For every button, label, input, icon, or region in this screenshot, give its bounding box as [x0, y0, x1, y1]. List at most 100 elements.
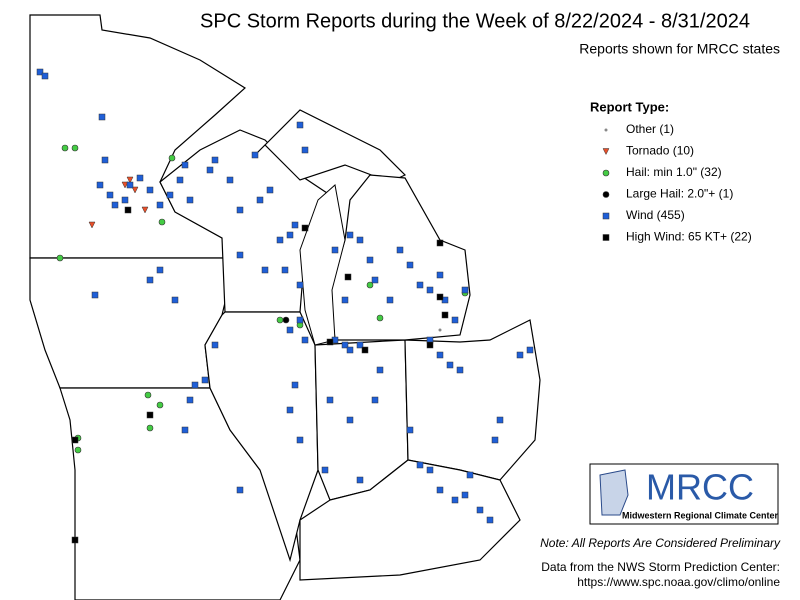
marker-circle — [602, 191, 610, 198]
marker-square — [101, 156, 109, 164]
marker-square — [441, 311, 449, 319]
marker-square — [206, 166, 214, 174]
marker-circle — [168, 154, 176, 162]
marker-square — [346, 416, 354, 424]
marker-circle — [282, 316, 290, 324]
marker-square — [356, 476, 364, 484]
marker-square — [211, 341, 219, 349]
marker-square — [461, 286, 469, 294]
marker-square — [346, 346, 354, 354]
marker-square — [301, 146, 309, 154]
marker-square — [291, 221, 299, 229]
marker-triangle — [121, 181, 129, 189]
marker-square — [176, 176, 184, 184]
marker-circle — [158, 218, 166, 226]
marker-square — [236, 206, 244, 214]
marker-square — [124, 206, 132, 214]
marker-square — [346, 231, 354, 239]
marker-square — [98, 113, 106, 121]
marker-square — [211, 156, 219, 164]
marker-square — [191, 381, 199, 389]
note: Note: All Reports Are Considered Prelimi… — [540, 536, 781, 550]
marker-square — [321, 466, 329, 474]
ohio — [404, 319, 541, 481]
marker-square — [71, 436, 79, 444]
marker-square — [356, 341, 364, 349]
marker-square — [451, 496, 459, 504]
marker-square — [451, 316, 459, 324]
legend-label: Wind (455) — [626, 208, 685, 222]
marker-square — [461, 491, 469, 499]
marker-square — [136, 174, 144, 182]
marker-square — [326, 396, 334, 404]
marker-square — [406, 426, 414, 434]
marker-circle — [366, 281, 374, 289]
marker-triangle — [141, 206, 149, 214]
logo: MRCC Midwestern Regional Climate Center — [589, 463, 779, 525]
marker-triangle — [602, 148, 610, 156]
marker-square — [371, 396, 379, 404]
marker-square — [296, 436, 304, 444]
marker-square — [171, 296, 179, 304]
logo-name: MRCC — [646, 467, 754, 508]
marker-square — [181, 426, 189, 434]
logo-subtitle: Midwestern Regional Climate Center — [622, 510, 779, 520]
legend-label: Large Hail: 2.0"+ (1) — [626, 187, 733, 201]
marker-square — [356, 236, 364, 244]
marker-square — [256, 196, 264, 204]
kentucky — [299, 459, 521, 581]
marker-square — [301, 224, 309, 232]
marker-square — [146, 186, 154, 194]
marker-square — [486, 516, 494, 524]
logo-icon — [599, 469, 629, 516]
legend-label: High Wind: 65 KT+ (22) — [626, 230, 752, 244]
marker-circle — [74, 446, 82, 454]
marker-square — [71, 536, 79, 544]
marker-circle — [146, 424, 154, 432]
marker-square — [41, 72, 49, 80]
marker-circle — [71, 144, 79, 152]
marker-circle — [61, 144, 69, 152]
marker-square — [446, 361, 454, 369]
marker-square — [331, 246, 339, 254]
marker-square — [396, 246, 404, 254]
marker-square — [146, 276, 154, 284]
marker-square — [426, 286, 434, 294]
marker-square — [186, 196, 194, 204]
marker-circle — [602, 169, 610, 177]
marker-square — [341, 341, 349, 349]
marker-square — [281, 266, 289, 274]
marker-square — [456, 366, 464, 374]
marker-square — [286, 231, 294, 239]
states — [29, 14, 541, 600]
marker-square — [416, 461, 424, 469]
marker-square — [236, 486, 244, 494]
marker-square — [466, 471, 474, 479]
legend-label: Hail: min 1.0" (32) — [626, 165, 722, 179]
marker-square — [386, 296, 394, 304]
marker-square — [236, 251, 244, 259]
marker-square — [326, 338, 334, 346]
marker-square — [602, 212, 610, 220]
marker-square — [146, 411, 154, 419]
legend-label: Other (1) — [626, 122, 674, 136]
source-url: https://www.spc.noaa.gov/climo/online — [577, 575, 780, 589]
marker-square — [436, 239, 444, 247]
marker-square — [181, 161, 189, 169]
marker-square — [201, 376, 209, 384]
marker-square — [436, 351, 444, 359]
marker-square — [111, 201, 119, 209]
marker-triangle — [126, 176, 134, 184]
marker-square — [426, 341, 434, 349]
marker-square — [96, 181, 104, 189]
marker-square — [366, 256, 374, 264]
marker-square — [341, 296, 349, 304]
marker-square — [286, 406, 294, 414]
marker-square — [406, 261, 414, 269]
marker-square — [106, 191, 114, 199]
marker-circle — [276, 316, 284, 324]
marker-square — [436, 271, 444, 279]
iowa — [29, 257, 229, 389]
marker-square — [166, 191, 174, 199]
subtitle: Reports shown for MRCC states — [579, 41, 780, 57]
